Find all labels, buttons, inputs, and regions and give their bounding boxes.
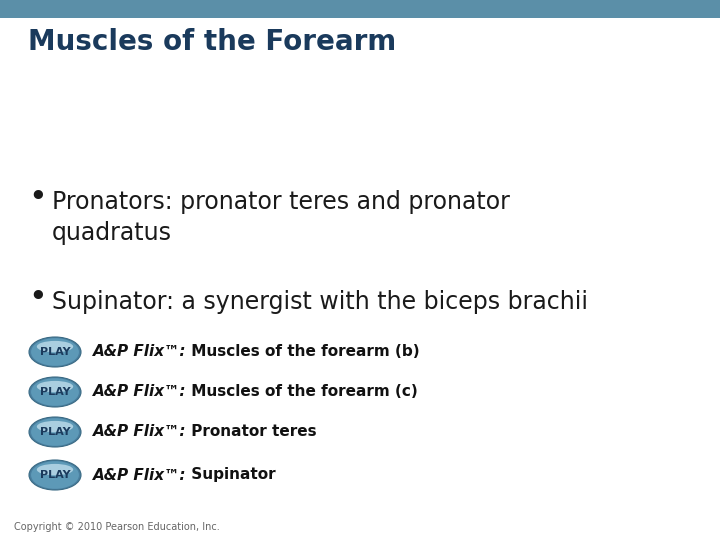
Ellipse shape bbox=[31, 378, 79, 406]
Text: PLAY: PLAY bbox=[40, 470, 71, 480]
Text: Copyright © 2010 Pearson Education, Inc.: Copyright © 2010 Pearson Education, Inc. bbox=[14, 522, 220, 532]
Text: A&P Flix™:: A&P Flix™: bbox=[93, 424, 186, 440]
Ellipse shape bbox=[29, 377, 81, 407]
Text: Muscles of the forearm (c): Muscles of the forearm (c) bbox=[186, 384, 418, 400]
Ellipse shape bbox=[31, 418, 79, 446]
Ellipse shape bbox=[37, 464, 73, 475]
Text: Supinator: Supinator bbox=[186, 468, 276, 483]
FancyBboxPatch shape bbox=[0, 0, 720, 18]
Ellipse shape bbox=[31, 338, 79, 366]
Text: Muscles of the Forearm: Muscles of the Forearm bbox=[28, 28, 396, 56]
Text: PLAY: PLAY bbox=[40, 347, 71, 357]
Ellipse shape bbox=[37, 381, 73, 392]
Text: A&P Flix™:: A&P Flix™: bbox=[93, 468, 186, 483]
Text: Pronator teres: Pronator teres bbox=[186, 424, 317, 440]
Text: A&P Flix™:: A&P Flix™: bbox=[93, 384, 186, 400]
Text: PLAY: PLAY bbox=[40, 387, 71, 397]
Ellipse shape bbox=[29, 337, 81, 367]
Text: A&P Flix™:: A&P Flix™: bbox=[93, 345, 186, 360]
Text: Supinator: a synergist with the biceps brachii: Supinator: a synergist with the biceps b… bbox=[52, 290, 588, 314]
Text: PLAY: PLAY bbox=[40, 427, 71, 437]
Ellipse shape bbox=[37, 421, 73, 433]
Ellipse shape bbox=[29, 417, 81, 447]
Text: Pronators: pronator teres and pronator
quadratus: Pronators: pronator teres and pronator q… bbox=[52, 190, 510, 245]
Text: Muscles of the forearm (b): Muscles of the forearm (b) bbox=[186, 345, 420, 360]
Ellipse shape bbox=[31, 461, 79, 489]
Ellipse shape bbox=[37, 341, 73, 352]
Text: •: • bbox=[28, 282, 47, 313]
Text: •: • bbox=[28, 182, 47, 213]
Ellipse shape bbox=[29, 460, 81, 490]
